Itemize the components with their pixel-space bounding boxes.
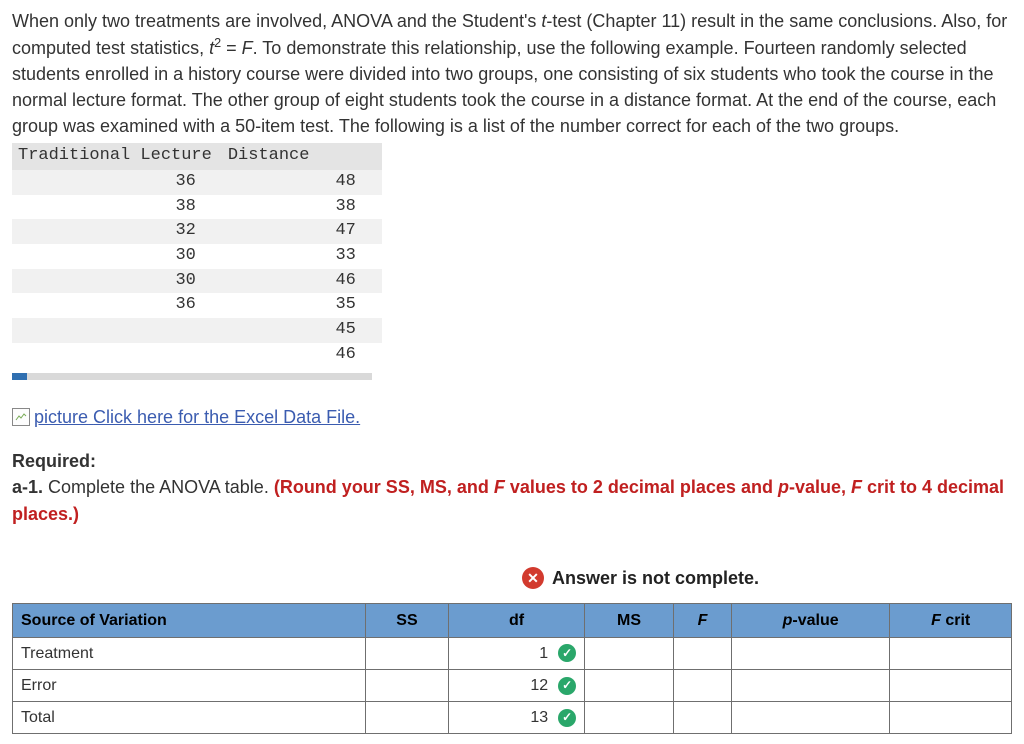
anova-df-cell[interactable]: 13✓ [449,702,585,734]
data-cell: 36 [12,170,222,195]
anova-ss-cell[interactable] [365,637,448,669]
anova-pvalue-cell[interactable] [732,637,890,669]
anova-df-cell[interactable]: 1✓ [449,637,585,669]
anova-fcrit-cell[interactable] [890,702,1012,734]
data-col-header-0: Traditional Lecture [12,143,222,170]
req-prefix: a-1. [12,477,43,497]
data-row: 3648 [12,170,382,195]
anova-f-cell[interactable] [673,702,731,734]
excel-link-text: Click here for the Excel Data File. [93,407,360,427]
broken-image-icon [12,408,30,426]
anova-ms-cell[interactable] [585,637,674,669]
progress-bar [12,373,372,380]
data-cell: 48 [222,170,382,195]
progress-fill [12,373,27,380]
anova-row-label: Total [13,702,366,734]
excel-data-file-link[interactable]: picture Click here for the Excel Data Fi… [34,404,360,430]
anova-pvalue-cell[interactable] [732,702,890,734]
req-plain: Complete the ANOVA table. [43,477,274,497]
data-row: 3033 [12,244,382,269]
data-row: 3838 [12,195,382,220]
anova-fcrit-cell[interactable] [890,670,1012,702]
data-cell: 33 [222,244,382,269]
data-cell: 30 [12,269,222,294]
anova-f-cell[interactable] [673,637,731,669]
x-icon: ✕ [522,567,544,589]
data-row: 3635 [12,293,382,318]
data-cell: 38 [222,195,382,220]
data-row: 46 [12,343,382,368]
excel-link-row: picture Click here for the Excel Data Fi… [12,404,1012,430]
anova-col-header: F [673,603,731,637]
data-col-header-1: Distance [222,143,382,170]
data-cell: 46 [222,343,382,368]
problem-statement: When only two treatments are involved, A… [12,8,1012,139]
eq-mid: = [221,38,242,58]
data-cell: 47 [222,219,382,244]
excel-link-alt: picture [34,407,88,427]
data-row: 3247 [12,219,382,244]
anova-col-header: SS [365,603,448,637]
check-icon: ✓ [558,709,576,727]
anova-col-header: Source of Variation [13,603,366,637]
problem-text-1: When only two treatments are involved, A… [12,11,541,31]
data-cell [12,318,222,343]
answer-incomplete-banner: ✕ Answer is not complete. [522,565,1012,591]
anova-row: Error 12✓ [13,670,1012,702]
data-row: 3046 [12,269,382,294]
anova-row-label: Treatment [13,637,366,669]
check-icon: ✓ [558,677,576,695]
anova-row: Total 13✓ [13,702,1012,734]
required-block: Required: a-1. Complete the ANOVA table.… [12,448,1012,526]
data-cell: 38 [12,195,222,220]
anova-f-cell[interactable] [673,670,731,702]
data-cell: 36 [12,293,222,318]
data-cell [12,343,222,368]
anova-col-header: df [449,603,585,637]
data-cell: 35 [222,293,382,318]
data-cell: 32 [12,219,222,244]
anova-row: Treatment 1✓ [13,637,1012,669]
data-cell: 30 [12,244,222,269]
anova-df-cell[interactable]: 12✓ [449,670,585,702]
check-icon: ✓ [558,644,576,662]
anova-col-header: MS [585,603,674,637]
required-line: a-1. Complete the ANOVA table. (Round yo… [12,474,1012,526]
anova-table: Source of VariationSSdfMSFp-valueF crit … [12,603,1012,735]
required-label: Required: [12,448,1012,474]
anova-fcrit-cell[interactable] [890,637,1012,669]
anova-col-header: F crit [890,603,1012,637]
data-cell: 45 [222,318,382,343]
anova-pvalue-cell[interactable] [732,670,890,702]
anova-ms-cell[interactable] [585,670,674,702]
anova-row-label: Error [13,670,366,702]
data-row: 45 [12,318,382,343]
banner-text: Answer is not complete. [552,565,759,591]
anova-ms-cell[interactable] [585,702,674,734]
anova-col-header: p-value [732,603,890,637]
data-cell: 46 [222,269,382,294]
anova-ss-cell[interactable] [365,670,448,702]
data-table: Traditional Lecture Distance 36483838324… [12,143,382,367]
anova-ss-cell[interactable] [365,702,448,734]
eq-rhs: F [242,38,253,58]
